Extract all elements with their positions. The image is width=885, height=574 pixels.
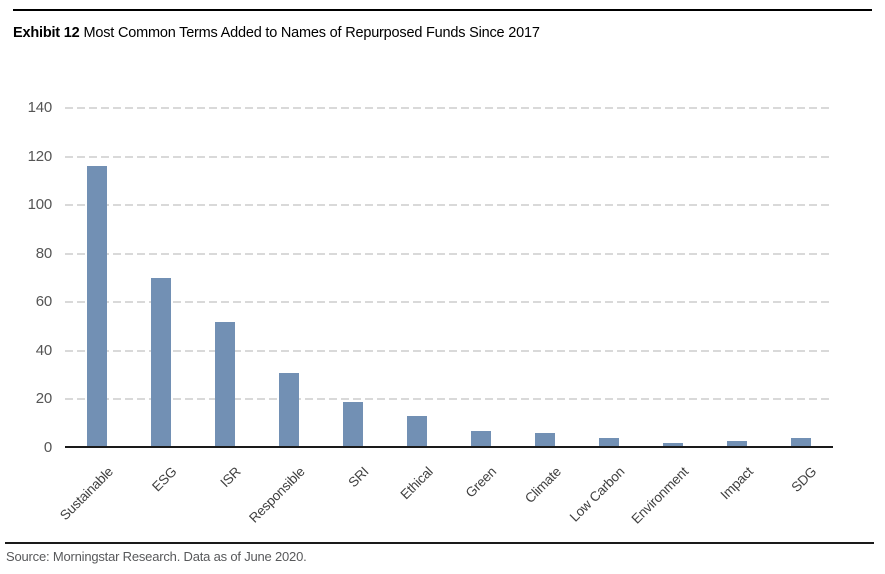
- y-tick-label: 0: [43, 439, 52, 456]
- x-slot: SDG: [769, 450, 833, 550]
- plot-area: [65, 107, 833, 448]
- bar-climate: [535, 433, 555, 448]
- y-tick-label: 40: [35, 341, 52, 359]
- bar-responsible: [279, 372, 299, 448]
- x-slot: Responsible: [246, 450, 321, 550]
- category-label: Green: [463, 464, 500, 501]
- gridline: [65, 204, 833, 207]
- bar-ethical: [407, 416, 427, 448]
- exhibit-title-text: Most Common Terms Added to Names of Repu…: [83, 25, 540, 41]
- y-tick-label: 20: [35, 390, 52, 408]
- gridline: [65, 155, 833, 158]
- exhibit-number-label: Exhibit 12: [13, 25, 80, 41]
- category-label: SDG: [788, 464, 820, 495]
- category-label: Sustainable: [56, 464, 116, 523]
- bar-sdg: [791, 438, 811, 448]
- y-tick-label: 60: [35, 293, 52, 311]
- gridline: [65, 398, 833, 401]
- category-label: SRI: [345, 464, 372, 491]
- x-axis: Sustainable ESG ISR Responsible SRI Ethical Gr…: [57, 450, 833, 550]
- bar-green: [471, 431, 491, 448]
- x-slot: Environment: [629, 450, 705, 550]
- gridline: [65, 349, 833, 352]
- category-label: Climate: [521, 464, 564, 506]
- gridline: [65, 301, 833, 304]
- x-slot: Green: [449, 450, 513, 550]
- x-slot: Sustainable: [57, 450, 129, 550]
- exhibit-title: Exhibit 12 Most Common Terms Added to Nam…: [13, 23, 540, 43]
- bar-isr: [215, 321, 235, 448]
- header-rule: [13, 9, 872, 11]
- y-tick-label: 80: [35, 244, 52, 262]
- category-label: ISR: [217, 464, 244, 491]
- y-axis: 0 20 40 60 80 100 120 140: [0, 99, 53, 456]
- bar-environment: [663, 443, 683, 448]
- x-slot: Impact: [705, 450, 769, 550]
- x-slot: ESG: [129, 450, 193, 550]
- bar-impact: [727, 440, 747, 448]
- category-label: ESG: [149, 464, 180, 495]
- y-tick-label: 140: [27, 99, 53, 116]
- x-axis-line: [65, 446, 833, 448]
- bar-low-carbon: [599, 438, 619, 448]
- category-label: Low Carbon: [566, 464, 628, 525]
- x-slot: Ethical: [385, 450, 449, 550]
- category-label: Impact: [717, 464, 756, 503]
- footer-rule: [5, 542, 874, 544]
- category-label: Ethical: [397, 464, 436, 503]
- y-tick-label: 100: [27, 196, 53, 214]
- bar-esg: [151, 278, 171, 448]
- y-tick-label: 120: [27, 147, 53, 165]
- bar-sustainable: [87, 166, 107, 448]
- gridline: [65, 252, 833, 255]
- x-slot: SRI: [321, 450, 385, 550]
- x-slot: Low Carbon: [567, 450, 641, 550]
- source-note: Source: Morningstar Research. Data as of…: [6, 549, 307, 564]
- x-slot: Climate: [513, 450, 577, 550]
- bar-sri: [343, 401, 363, 448]
- x-slot: ISR: [193, 450, 257, 550]
- gridline: [65, 107, 833, 109]
